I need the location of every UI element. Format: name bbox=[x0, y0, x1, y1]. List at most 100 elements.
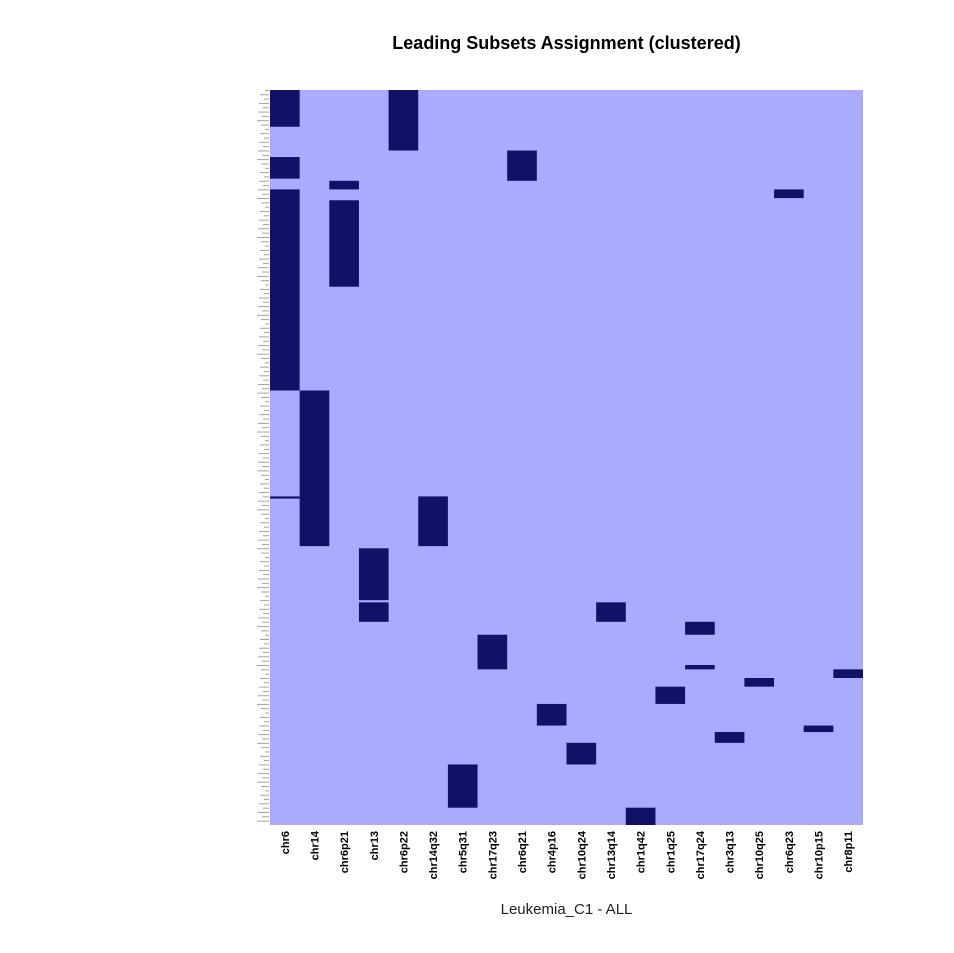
heatmap-cell-block bbox=[655, 686, 686, 704]
row-label bbox=[265, 401, 269, 403]
row-label bbox=[260, 366, 269, 368]
row-label bbox=[257, 509, 269, 511]
row-label bbox=[265, 284, 269, 286]
row-label bbox=[262, 232, 269, 234]
column-label: chr17q24 bbox=[695, 830, 707, 879]
row-label bbox=[258, 539, 269, 541]
row-label bbox=[258, 267, 269, 269]
row-label bbox=[263, 690, 269, 692]
row-label bbox=[264, 332, 269, 334]
row-label bbox=[264, 604, 269, 606]
row-label bbox=[260, 405, 269, 407]
row-label bbox=[261, 241, 269, 243]
row-label bbox=[259, 336, 269, 338]
heatmap-cell-block bbox=[329, 180, 359, 190]
row-label bbox=[261, 630, 269, 632]
row-label bbox=[262, 154, 269, 156]
heatmap-cell-block bbox=[774, 189, 804, 199]
row-label bbox=[261, 396, 269, 398]
heatmap-cell-block bbox=[685, 621, 715, 635]
heatmap-cell-block bbox=[270, 90, 300, 127]
row-label bbox=[258, 189, 269, 191]
row-label bbox=[260, 211, 269, 212]
heatmap-cell-block bbox=[270, 157, 300, 179]
row-label bbox=[260, 172, 269, 174]
row-label bbox=[263, 301, 269, 303]
row-label bbox=[261, 591, 269, 593]
row-label bbox=[261, 280, 269, 282]
row-label bbox=[261, 124, 269, 126]
row-label bbox=[259, 492, 269, 493]
row-label bbox=[264, 98, 269, 100]
row-label bbox=[261, 474, 269, 476]
heatmap-cell-block bbox=[358, 602, 389, 622]
row-label bbox=[262, 699, 269, 701]
row-label bbox=[264, 799, 269, 800]
row-label bbox=[262, 349, 269, 351]
row-label bbox=[261, 552, 269, 554]
row-label bbox=[265, 323, 269, 325]
row-label bbox=[263, 496, 269, 498]
row-label bbox=[257, 353, 269, 355]
row-label bbox=[263, 574, 269, 576]
row-label bbox=[260, 678, 269, 679]
row-label bbox=[259, 686, 269, 688]
row-label bbox=[261, 708, 269, 710]
row-label bbox=[263, 379, 269, 381]
row-label bbox=[260, 483, 269, 485]
row-label bbox=[260, 444, 269, 446]
row-label bbox=[264, 448, 269, 450]
column-label: chr14 bbox=[309, 830, 321, 860]
heatmap-cell-block bbox=[418, 496, 448, 547]
column-label: chr17q23 bbox=[487, 831, 499, 879]
row-label bbox=[259, 725, 269, 727]
row-label bbox=[259, 608, 269, 610]
row-label bbox=[264, 137, 269, 139]
row-label bbox=[258, 578, 269, 580]
row-label bbox=[264, 721, 269, 723]
column-label: chr10q25 bbox=[754, 831, 766, 879]
row-label bbox=[261, 669, 269, 671]
heatmap-cell-block bbox=[714, 732, 745, 743]
row-label bbox=[262, 777, 269, 779]
row-label bbox=[265, 90, 269, 91]
row-label bbox=[257, 470, 269, 472]
row-label bbox=[260, 600, 269, 602]
row-label bbox=[265, 440, 269, 442]
row-label bbox=[262, 388, 269, 390]
row-label bbox=[260, 639, 269, 640]
column-label: chr5q31 bbox=[458, 831, 470, 873]
row-label bbox=[264, 643, 269, 645]
row-label bbox=[258, 812, 269, 813]
row-label bbox=[265, 751, 269, 753]
row-label bbox=[258, 734, 269, 736]
column-label: chr10q24 bbox=[576, 830, 588, 879]
row-label bbox=[262, 543, 269, 545]
row-label bbox=[265, 712, 269, 714]
column-label: chr10p15 bbox=[814, 831, 826, 879]
row-label bbox=[257, 431, 269, 433]
heatmap-cell-block bbox=[507, 150, 537, 181]
row-label bbox=[262, 115, 269, 117]
row-label bbox=[260, 755, 269, 757]
column-label: chr8p11 bbox=[843, 831, 855, 873]
row-label bbox=[264, 760, 269, 762]
heatmap-cell-block bbox=[270, 189, 300, 391]
row-label bbox=[258, 617, 269, 619]
row-label-strip bbox=[257, 90, 269, 822]
row-label bbox=[261, 513, 269, 515]
row-label bbox=[259, 803, 269, 805]
row-label bbox=[259, 569, 269, 571]
row-label bbox=[262, 505, 269, 506]
row-label bbox=[261, 163, 269, 165]
heatmap-cell-block bbox=[744, 678, 775, 687]
row-label bbox=[257, 120, 269, 122]
row-label bbox=[261, 319, 269, 321]
row-label bbox=[259, 453, 269, 455]
row-label bbox=[260, 522, 269, 524]
row-label bbox=[264, 176, 269, 178]
row-label bbox=[260, 327, 269, 329]
row-label bbox=[260, 94, 269, 96]
row-label bbox=[263, 535, 269, 537]
